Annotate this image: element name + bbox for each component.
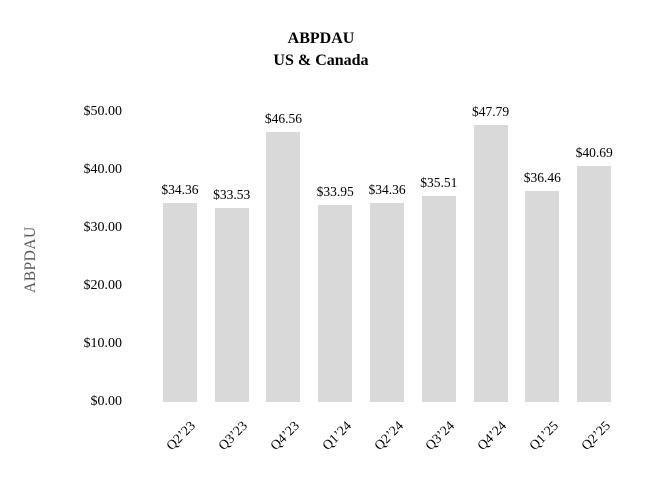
chart-title-line2: US & Canada — [273, 52, 369, 69]
y-axis-tick-labels: $50.00 $40.00 $30.00 $20.00 $10.00 $0.00 — [50, 103, 123, 451]
bar-value-label: $35.51 — [420, 175, 458, 191]
bar — [525, 190, 560, 402]
bar-slot: $47.79 Q4’24 — [465, 104, 517, 453]
bar — [266, 131, 301, 402]
bar-slot: $46.56 Q4’23 — [258, 110, 310, 453]
x-axis-tick-label: Q3’23 — [215, 418, 251, 454]
bar-slot: $33.95 Q1’24 — [309, 112, 361, 453]
x-axis-tick-label: Q3’24 — [422, 418, 458, 454]
y-tick-label: $40.00 — [83, 162, 123, 177]
bar — [421, 196, 456, 402]
y-tick-label: $30.00 — [83, 220, 123, 235]
bar-slot: $36.46 Q1’25 — [516, 112, 568, 453]
x-axis-tick-label: Q2’23 — [163, 418, 199, 454]
bar-value-label: $34.36 — [161, 181, 199, 197]
y-tick-label: $50.00 — [83, 104, 123, 119]
bar — [162, 202, 197, 402]
bar — [577, 166, 612, 402]
plot-area: $34.36 Q2’23 $33.53 Q3’23 $46.56 Q4’23 $33.95 Q… — [154, 104, 620, 453]
y-axis-title: ABPDAU — [22, 226, 39, 294]
bar — [318, 205, 353, 402]
bar-value-label: $40.69 — [575, 145, 613, 160]
x-axis-tick-label: Q1’24 — [318, 418, 354, 454]
bar-value-label: $34.36 — [368, 181, 406, 197]
y-tick-label: $0.00 — [90, 394, 123, 409]
bar-value-label: $47.79 — [472, 103, 510, 119]
bar-slot: $34.36 Q2’24 — [361, 112, 413, 453]
x-axis-tick-label: Q4’24 — [474, 418, 510, 454]
chart-title-line1: ABPDAU — [287, 30, 355, 47]
bar-value-label: $33.95 — [316, 184, 354, 200]
x-axis-tick-label: Q4’23 — [267, 418, 303, 454]
chart-title: ABPDAU US & Canada — [0, 28, 642, 72]
bar-slot: $35.51 Q3’24 — [413, 112, 465, 453]
bar — [370, 202, 405, 402]
bar-value-label: $33.53 — [213, 186, 251, 202]
bar-slot: $34.36 Q2’23 — [154, 112, 206, 453]
bar — [473, 124, 508, 402]
y-tick-label: $10.00 — [83, 336, 123, 351]
bar-slot: $33.53 Q3’23 — [206, 112, 258, 453]
x-axis-tick-label: Q2’25 — [577, 418, 613, 454]
bar — [214, 207, 249, 402]
bar-value-label: $36.46 — [523, 169, 561, 185]
y-tick-label: $20.00 — [83, 278, 123, 293]
x-axis-tick-label: Q1’25 — [525, 418, 561, 454]
bar-value-label: $46.56 — [264, 110, 303, 126]
bar-slot: $40.69 Q2’25 — [568, 112, 620, 453]
x-axis-tick-label: Q2’24 — [370, 418, 406, 454]
